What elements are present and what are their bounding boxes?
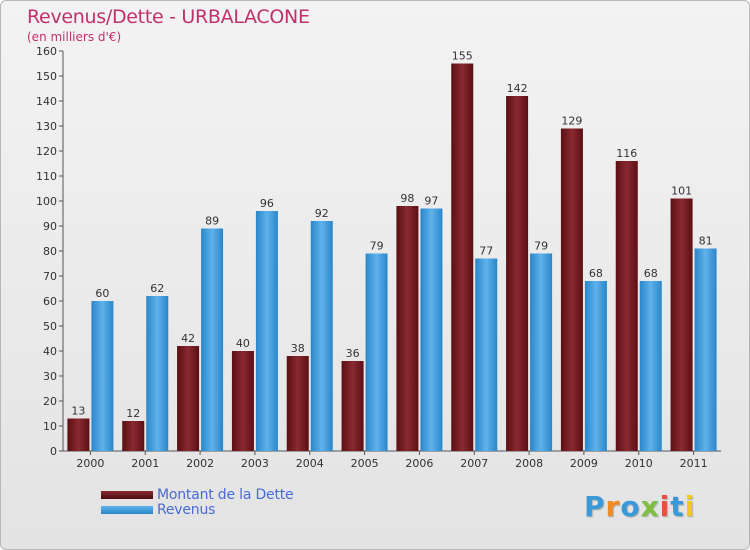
- bar-dette: [396, 206, 419, 451]
- legend-item-revenus: Revenus: [101, 501, 293, 518]
- logo-letter: t: [670, 490, 685, 523]
- data-label: 142: [507, 82, 528, 95]
- data-label: 77: [479, 245, 493, 258]
- y-tick-label: 30: [43, 370, 57, 383]
- bar-dette: [615, 161, 638, 451]
- y-tick-label: 160: [36, 45, 57, 58]
- logo-letter: i: [659, 490, 671, 523]
- x-tick-label: 2000: [76, 457, 104, 470]
- legend: Montant de la Dette Revenus: [101, 486, 294, 518]
- logo-letter: o: [620, 490, 641, 523]
- data-label: 116: [616, 147, 637, 160]
- x-tick-label: 2006: [405, 457, 433, 470]
- chart-subtitle: (en milliers d'€): [27, 30, 122, 44]
- bar-dette: [286, 356, 309, 451]
- bar-revenus: [420, 208, 443, 451]
- logo-letter: r: [605, 490, 621, 523]
- data-label: 81: [699, 235, 713, 248]
- data-label: 12: [126, 407, 140, 420]
- data-label: 96: [260, 197, 274, 210]
- y-tick-label: 90: [43, 220, 57, 233]
- data-label: 98: [400, 192, 414, 205]
- data-label: 97: [424, 195, 438, 208]
- y-tick-label: 50: [43, 320, 57, 333]
- y-tick-label: 120: [36, 145, 57, 158]
- data-label: 68: [644, 267, 658, 280]
- legend-label-dette: Montant de la Dette: [157, 486, 294, 503]
- x-tick-label: 2003: [241, 457, 269, 470]
- x-tick-label: 2001: [131, 457, 159, 470]
- data-label: 92: [315, 207, 329, 220]
- bar-revenus: [146, 296, 169, 451]
- y-tick-label: 10: [43, 420, 57, 433]
- data-label: 36: [346, 347, 360, 360]
- data-label: 42: [181, 332, 195, 345]
- chart-title: Revenus/Dette - URBALACONE: [27, 6, 310, 28]
- bar-revenus: [530, 253, 553, 451]
- logo-letter: P: [584, 490, 606, 523]
- bar-revenus: [365, 253, 388, 451]
- x-tick-label: 2004: [296, 457, 324, 470]
- x-tick-label: 2009: [570, 457, 598, 470]
- y-tick-label: 110: [36, 170, 57, 183]
- y-tick-label: 70: [43, 270, 57, 283]
- legend-swatch-revenus: [101, 505, 153, 514]
- data-label: 79: [534, 240, 548, 253]
- legend-label-revenus: Revenus: [157, 501, 216, 518]
- bar-dette: [231, 351, 254, 451]
- logo-letter: i: [684, 490, 696, 523]
- axes: 0 10 20 30 40 50 60 70 80 90 100 110 120 130 140 150 160…: [36, 45, 721, 470]
- data-label: 13: [71, 405, 85, 418]
- y-tick-label: 40: [43, 345, 57, 358]
- data-label: 62: [150, 282, 164, 295]
- bar-revenus: [475, 258, 498, 451]
- data-label: 38: [291, 342, 305, 355]
- y-tick-label: 20: [43, 395, 57, 408]
- proxiti-logo: Proxiti: [584, 490, 695, 523]
- bar-revenus: [584, 281, 607, 451]
- data-label: 89: [205, 215, 219, 228]
- bar-revenus: [255, 211, 278, 451]
- y-tick-label: 140: [36, 95, 57, 108]
- legend-item-dette: Montant de la Dette: [101, 486, 294, 503]
- data-label: 79: [370, 240, 384, 253]
- y-tick-label: 0: [50, 445, 57, 458]
- y-tick-label: 60: [43, 295, 57, 308]
- bar-dette: [122, 421, 145, 451]
- bar-dette: [177, 346, 200, 451]
- bar-revenus: [91, 301, 114, 451]
- y-tick-label: 100: [36, 195, 57, 208]
- bar-dette: [451, 63, 474, 451]
- x-tick-label: 2007: [460, 457, 488, 470]
- bar-dette: [67, 418, 90, 451]
- x-tick-label: 2002: [186, 457, 214, 470]
- data-labels: 13 60 12 62 42 89 40 96 38 92 36 79 98 97 155 77 142 79 12…: [71, 50, 712, 421]
- data-label: 40: [236, 337, 250, 350]
- data-label: 129: [561, 115, 582, 128]
- x-tick-label: 2011: [680, 457, 708, 470]
- x-tick-label: 2010: [625, 457, 653, 470]
- data-label: 68: [589, 267, 603, 280]
- bar-revenus: [201, 228, 224, 451]
- bar-revenus: [694, 248, 717, 451]
- data-label: 155: [452, 50, 473, 63]
- x-tick-label: 2005: [351, 457, 379, 470]
- x-tick-label: 2008: [515, 457, 543, 470]
- y-tick-label: 80: [43, 245, 57, 258]
- bar-dette: [670, 198, 693, 451]
- bar-dette: [560, 128, 583, 451]
- bar-dette: [506, 96, 529, 451]
- y-tick-label: 130: [36, 120, 57, 133]
- legend-swatch-dette: [101, 490, 153, 499]
- y-tick-label: 150: [36, 70, 57, 83]
- bar-dette: [341, 361, 364, 451]
- data-label: 101: [671, 185, 692, 198]
- bar-revenus: [639, 281, 662, 451]
- logo-letter: x: [640, 490, 660, 523]
- bars: [67, 63, 717, 451]
- data-label: 60: [95, 287, 109, 300]
- bar-revenus: [310, 221, 333, 451]
